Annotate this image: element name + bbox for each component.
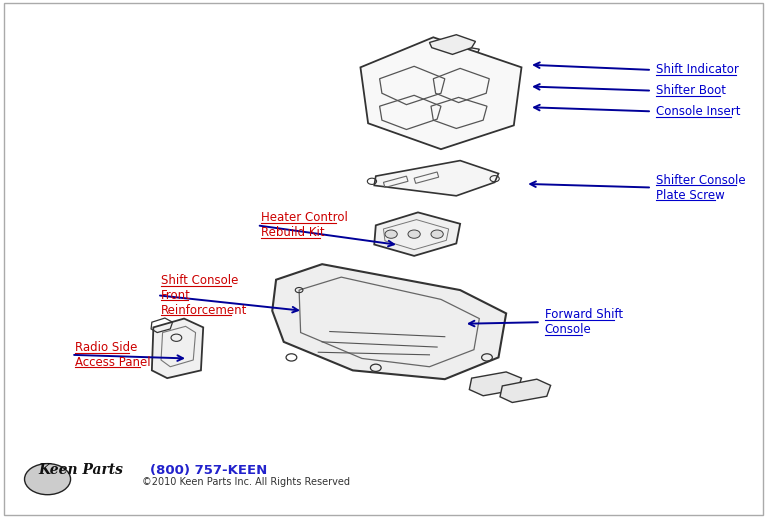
- Polygon shape: [470, 372, 521, 396]
- Polygon shape: [374, 161, 498, 196]
- Polygon shape: [360, 37, 521, 149]
- Polygon shape: [290, 284, 357, 317]
- Text: Shifter Console
Plate Screw: Shifter Console Plate Screw: [656, 174, 745, 202]
- Text: Shift Indicator: Shift Indicator: [656, 63, 738, 77]
- Text: Radio Side
Access Panel: Radio Side Access Panel: [75, 341, 151, 369]
- Circle shape: [25, 464, 71, 495]
- Polygon shape: [500, 379, 551, 402]
- Text: Keen Parts: Keen Parts: [38, 463, 123, 478]
- Circle shape: [431, 230, 444, 238]
- Text: Shifter Boot: Shifter Boot: [656, 84, 725, 97]
- Polygon shape: [374, 212, 460, 256]
- Circle shape: [385, 230, 397, 238]
- Polygon shape: [152, 319, 203, 378]
- Text: (800) 757-KEEN: (800) 757-KEEN: [149, 464, 266, 477]
- Text: Console Insert: Console Insert: [656, 105, 740, 118]
- Circle shape: [408, 230, 420, 238]
- Polygon shape: [273, 264, 506, 379]
- Text: Forward Shift
Console: Forward Shift Console: [544, 308, 623, 336]
- Polygon shape: [430, 35, 476, 54]
- Text: Shift Console
Front
Reinforcement: Shift Console Front Reinforcement: [161, 274, 247, 317]
- Text: Heater Control
Rebuild Kit: Heater Control Rebuild Kit: [261, 211, 347, 239]
- Text: ©2010 Keen Parts Inc. All Rights Reserved: ©2010 Keen Parts Inc. All Rights Reserve…: [142, 477, 350, 487]
